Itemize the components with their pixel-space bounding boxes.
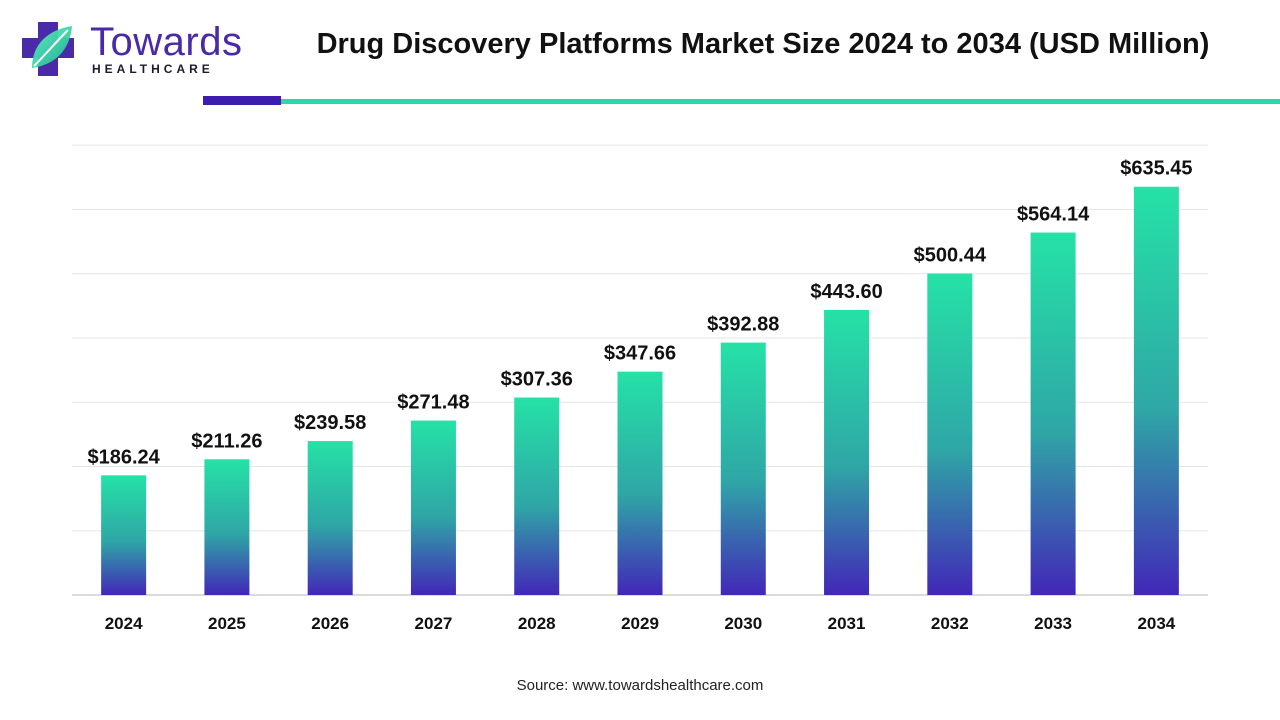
- title-accent-bar: [203, 96, 281, 105]
- bar-2033: [1030, 232, 1076, 596]
- data-label-2033: $564.14: [1017, 204, 1090, 226]
- brand-logo: Towards HEALTHCARE: [18, 18, 248, 82]
- data-labels: $186.24 $211.26 $239.58 $271.48 $307.36 $347.…: [87, 158, 1192, 469]
- data-label-2034: $635.45: [1120, 158, 1192, 180]
- bar-2025: [204, 459, 250, 595]
- x-tick-label-2031: 2031: [828, 614, 866, 633]
- bars: [101, 186, 1179, 596]
- x-tick-label-2029: 2029: [621, 614, 659, 633]
- bar-2031: [824, 309, 870, 595]
- data-label-2028: $307.36: [501, 369, 573, 391]
- x-tick-label-2032: 2032: [931, 614, 969, 633]
- data-label-2025: $211.26: [191, 430, 262, 452]
- bar-2034: [1133, 186, 1179, 595]
- bar-2026: [307, 441, 353, 595]
- title-underline: [281, 99, 1280, 104]
- brand-name: Towards: [90, 20, 243, 64]
- x-tick-label-2033: 2033: [1034, 614, 1072, 633]
- chart-title: Drug Discovery Platforms Market Size 202…: [316, 28, 1210, 60]
- bar-2029: [617, 371, 663, 595]
- x-tick-label-2030: 2030: [724, 614, 762, 633]
- data-label-2029: $347.66: [604, 343, 676, 365]
- x-tick-label-2027: 2027: [415, 614, 453, 633]
- x-axis-ticks: 2024 2025 2026 2027 2028 2029 2030 2031 2032 2033…: [105, 614, 1176, 633]
- data-label-2026: $239.58: [294, 412, 366, 434]
- bar-2027: [410, 420, 456, 595]
- bar-2028: [514, 397, 560, 595]
- data-label-2031: $443.60: [810, 281, 882, 303]
- bar-2024: [101, 475, 147, 595]
- x-tick-label-2034: 2034: [1137, 614, 1175, 633]
- x-tick-label-2025: 2025: [208, 614, 246, 633]
- data-label-2032: $500.44: [914, 244, 987, 266]
- brand-subtitle: HEALTHCARE: [92, 62, 214, 76]
- data-label-2024: $186.24: [87, 446, 160, 468]
- bar-2030: [720, 342, 766, 595]
- data-label-2027: $271.48: [397, 392, 469, 414]
- bar-2032: [927, 273, 973, 595]
- data-label-2030: $392.88: [707, 314, 779, 336]
- x-tick-label-2024: 2024: [105, 614, 143, 633]
- x-tick-label-2028: 2028: [518, 614, 556, 633]
- medical-cross-leaf-icon: [22, 22, 74, 76]
- source-note: Source: www.towardshealthcare.com: [516, 677, 764, 694]
- x-tick-label-2026: 2026: [311, 614, 349, 633]
